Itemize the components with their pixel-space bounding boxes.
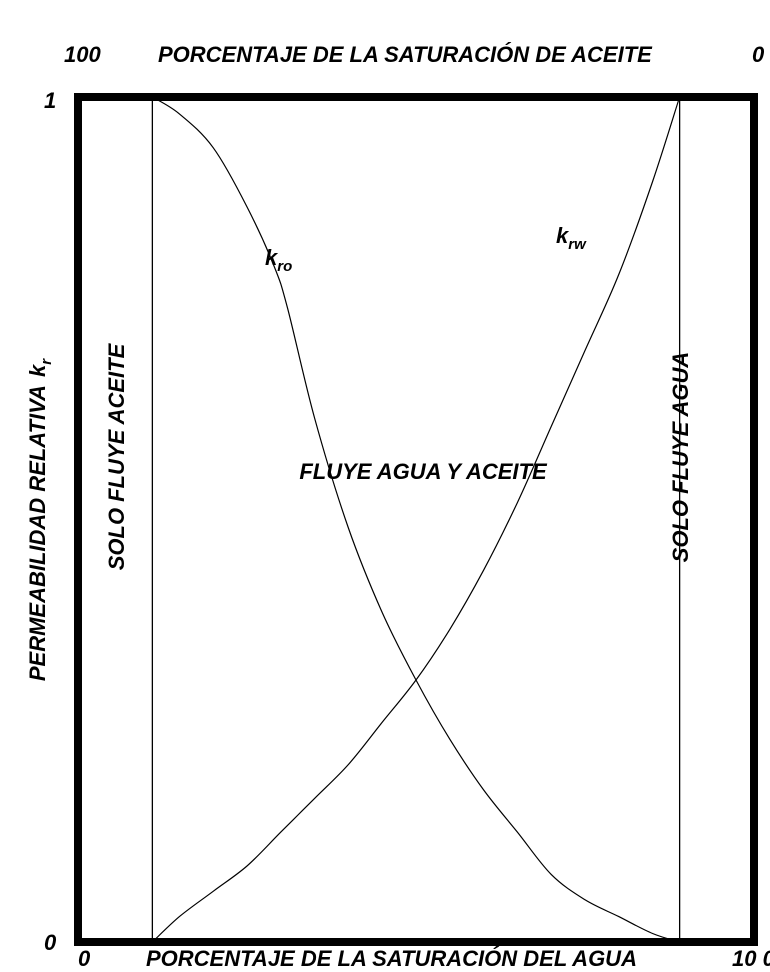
top-axis-right-tick: 0 [752,42,765,67]
kro-label-sub: ro [277,258,292,275]
y-axis-bottom-tick: 0 [44,930,57,955]
y-axis-label: PERMEABILIDAD RELATIVA kr [25,358,55,681]
top-axis-label: PORCENTAJE DE LA SATURACIÓN DE ACEITE [158,42,653,67]
region-middle-label: FLUYE AGUA Y ACEITE [299,459,548,484]
bottom-axis-left-tick: 0 [78,946,91,971]
y-axis-label-text: PERMEABILIDAD RELATIVA [25,385,50,681]
y-axis-top-tick: 1 [44,88,56,113]
krw-label-main: k [556,223,570,248]
kro-curve [152,96,680,943]
y-axis-symbol: k [25,363,50,377]
region-right-label: SOLO FLUYE AGUA [668,352,693,563]
bottom-axis-right-tick: 10 0 [732,946,770,971]
bottom-axis-label: PORCENTAJE DE LA SATURACIÓN DEL AGUA [146,946,637,971]
plot-frame [74,93,758,946]
top-axis-left-tick: 100 [64,42,101,67]
kro-label: kro [265,245,292,275]
krw-curve [151,96,681,943]
y-axis-symbol-sub: r [38,358,55,365]
krw-label: krw [556,223,587,253]
krw-label-sub: rw [568,236,587,253]
region-left-label: SOLO FLUYE ACEITE [104,342,129,570]
kro-label-main: k [265,245,279,270]
